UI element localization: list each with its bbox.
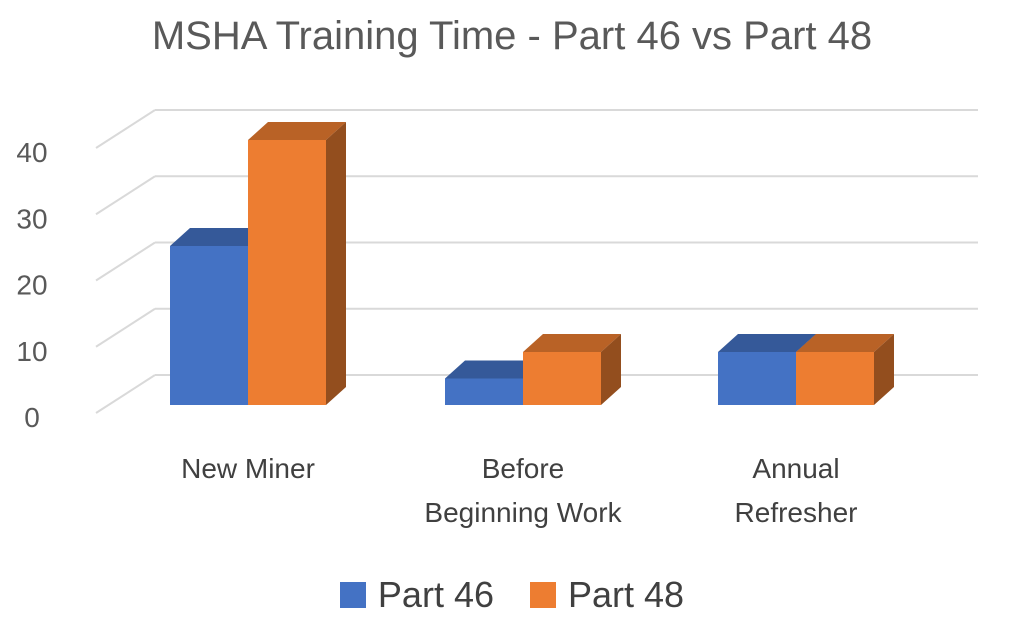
bar-top-part-46-1 <box>445 360 543 379</box>
y-tick-label-20: 20 <box>16 270 47 301</box>
legend-swatch-part-46 <box>339 582 366 608</box>
gridline-side-0 <box>95 374 156 414</box>
bar-side-part-48-1 <box>601 334 621 405</box>
y-tick-label-10: 10 <box>16 336 47 367</box>
gridline-side-20 <box>95 241 156 282</box>
gridline-side-40 <box>95 109 156 149</box>
bar-part-46-1 <box>445 378 523 405</box>
y-tick-label-40: 40 <box>16 137 47 168</box>
bar-part-48-0 <box>248 140 326 405</box>
bar-top-part-46-2 <box>718 334 816 352</box>
legend-label-part-46: Part 46 <box>377 574 494 615</box>
x-tick-label-1-0: Before <box>482 453 565 484</box>
gridline-side-10 <box>95 307 156 348</box>
bar-top-part-48-0 <box>248 122 346 140</box>
y-tick-label-30: 30 <box>16 203 47 234</box>
x-tick-label-2-1: Refresher <box>735 497 858 528</box>
bar-part-48-2 <box>796 352 874 405</box>
bar-part-46-2 <box>718 352 796 405</box>
bar-top-part-48-1 <box>523 334 621 352</box>
bar-side-part-48-2 <box>874 334 894 405</box>
bar-top-part-48-2 <box>796 334 894 352</box>
legend-item-part-46: Part 46 <box>339 574 494 616</box>
x-tick-label-1-1: Beginning Work <box>424 497 622 528</box>
x-tick-label-0-0: New Miner <box>181 453 315 484</box>
legend: Part 46 Part 48 <box>0 574 1024 616</box>
chart-title: MSHA Training Time - Part 46 vs Part 48 <box>151 14 873 58</box>
bar-part-46-0 <box>170 246 248 405</box>
legend-item-part-48: Part 48 <box>530 574 684 616</box>
legend-label-part-48: Part 48 <box>568 574 685 615</box>
bar-top-part-46-0 <box>170 228 268 246</box>
x-tick-label-2-0: Annual <box>752 453 839 484</box>
bar-part-48-1 <box>523 352 601 405</box>
gridline-side-30 <box>95 175 156 216</box>
bar-side-part-48-0 <box>326 122 346 405</box>
y-tick-label-0: 0 <box>24 402 40 433</box>
legend-swatch-part-48 <box>530 582 556 608</box>
